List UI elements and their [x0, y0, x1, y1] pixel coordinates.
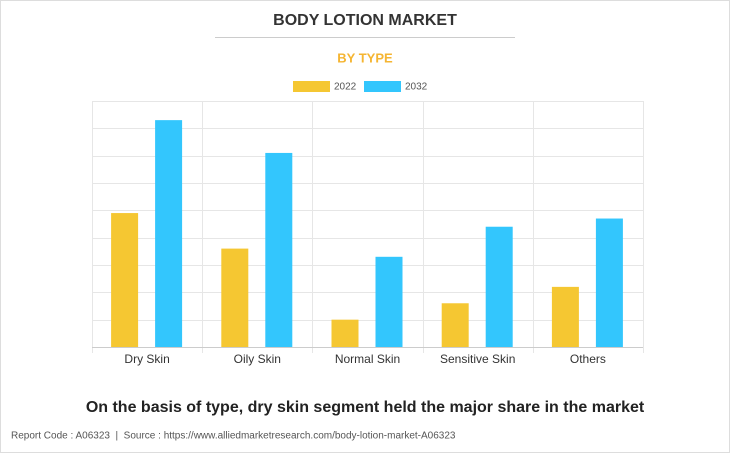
bar	[441, 303, 469, 347]
x-tick-label: Dry Skin	[124, 352, 169, 366]
legend-label: 2032	[405, 82, 428, 93]
bar	[551, 286, 579, 347]
bar	[331, 319, 359, 347]
caption: On the basis of type, dry skin segment h…	[86, 399, 645, 416]
bar	[485, 226, 513, 347]
bar	[265, 152, 293, 347]
chart-title: BODY LOTION MARKET	[273, 12, 457, 29]
x-tick-label: Sensitive Skin	[440, 352, 515, 366]
x-tick-label: Normal Skin	[335, 352, 400, 366]
legend-swatch	[364, 81, 401, 92]
bar	[221, 248, 249, 347]
legend-swatch	[293, 81, 330, 92]
footer: Report Code : A06323 | Source : https://…	[11, 431, 456, 442]
bar	[155, 120, 183, 347]
x-tick-label: Others	[570, 352, 606, 366]
bar	[595, 218, 623, 347]
x-tick-label: Oily Skin	[234, 352, 281, 366]
legend-label: 2022	[334, 82, 357, 93]
chart-subtitle: BY TYPE	[337, 50, 393, 65]
bar	[111, 213, 139, 347]
bar	[375, 256, 403, 347]
